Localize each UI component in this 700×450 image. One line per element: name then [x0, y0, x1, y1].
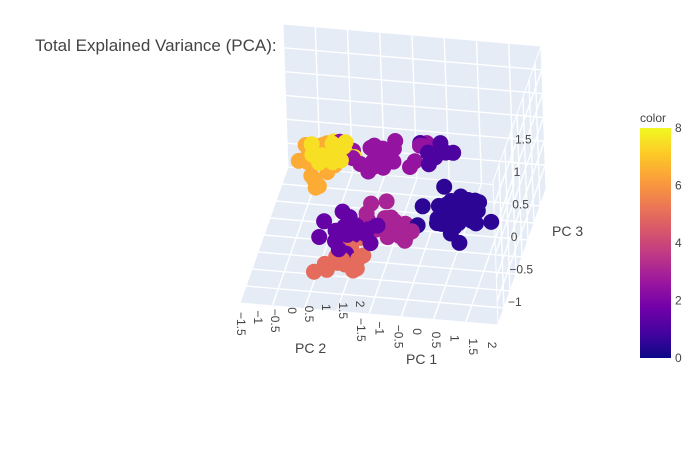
backwall-gridline-z	[286, 118, 545, 143]
scatter-points	[290, 133, 500, 280]
scatter-point	[339, 226, 356, 243]
x-axis-tick-label: 0.5	[429, 332, 443, 349]
floor-gridline-y	[263, 234, 523, 258]
y-axis-tick-label: 1.5	[336, 302, 350, 319]
x-axis-tick-label: 1	[448, 335, 462, 342]
scatter-point	[483, 213, 500, 230]
z-axis-title: PC 3	[552, 223, 583, 239]
x-axis-tick-label: −1.5	[354, 318, 368, 342]
rightwall-gridline-z	[495, 141, 545, 278]
x-axis-ticks: −1.5 −1 −0.5 0 0.5 1 1.5 2	[354, 318, 499, 355]
scatter-point	[358, 205, 375, 222]
scene-3d: −1.5 −1 −0.5 00.5 11.5 2 −1.5 −1 −0.5 0 0.5 1 1.5 2 …	[234, 23, 547, 355]
colorbar: color 0 2 4 6 8	[640, 111, 682, 365]
rightwall-gridline-z	[494, 93, 544, 230]
backwall-gridline-z	[285, 94, 544, 119]
y-axis-tick-label: 0.5	[302, 306, 316, 323]
scatter-point	[446, 219, 463, 235]
scatter-point	[324, 135, 341, 152]
scatter-point	[402, 159, 418, 175]
scatter-point	[369, 217, 386, 234]
y-axis-title: PC 2	[295, 340, 326, 356]
x-axis-title: PC 1	[406, 351, 437, 367]
colorbar-ticks: 0 2 4 6 8	[675, 121, 682, 365]
scatter-point	[374, 140, 391, 157]
scatter-point	[437, 144, 454, 161]
rightwall-gridline-z	[493, 69, 543, 207]
scatter-point	[344, 150, 361, 167]
scatter-point	[378, 193, 395, 210]
rightwall-gridline-z	[494, 117, 545, 254]
y-axis-tick-label: 1	[319, 304, 333, 311]
y-axis-ticks: −1.5 −1 −0.5 0 0.5 1 1.5 2	[234, 301, 367, 336]
colorbar-tick-label: 6	[675, 179, 682, 193]
scatter-point	[314, 147, 331, 164]
scatter-point	[330, 241, 347, 258]
backwall-gridline-z	[284, 70, 543, 95]
z-axis-tick-label: 1	[514, 165, 521, 179]
y-axis-tick-label: −0.5	[268, 309, 282, 333]
scatter-point	[467, 215, 484, 232]
backwall-gridline-z	[283, 47, 542, 71]
x-axis-tick-label: 2	[485, 342, 499, 349]
scatter-point	[311, 229, 328, 245]
scatter-point	[403, 223, 420, 240]
scatter-point	[303, 136, 320, 153]
scatter-point	[385, 140, 402, 157]
z-axis-tick-label: 1.5	[515, 133, 532, 147]
scatter-point	[451, 234, 468, 251]
chart-title: Total Explained Variance (PCA):	[35, 36, 277, 55]
z-axis-tick-label: 0.5	[512, 198, 529, 212]
z-axis-tick-label: −0.5	[509, 263, 533, 277]
scatter-point	[337, 134, 354, 151]
x-axis-tick-label: 0	[410, 328, 424, 335]
scatter-point	[332, 152, 349, 169]
scatter-point	[429, 215, 445, 232]
y-axis-tick-label: 0	[285, 307, 299, 314]
y-axis-tick-label: −1.5	[234, 312, 248, 336]
floor-gridline-x	[465, 186, 515, 323]
colorbar-title: color	[640, 111, 666, 125]
colorbar-tick-label: 4	[675, 236, 682, 250]
scatter-point	[318, 261, 335, 278]
scatter-point	[360, 163, 377, 180]
colorbar-tick-label: 8	[675, 121, 682, 135]
scatter-point	[414, 198, 431, 215]
z-axis-tick-label: −1	[508, 295, 522, 309]
x-axis-tick-label: 1.5	[466, 338, 480, 355]
scatter-point	[362, 235, 379, 252]
scatter-point	[316, 213, 333, 230]
y-axis-tick-label: 2	[353, 301, 367, 308]
x-axis-tick-label: −0.5	[391, 325, 405, 349]
scatter-point	[334, 203, 351, 220]
rightwall-gridline-z	[496, 164, 546, 302]
scatter-point	[310, 178, 327, 195]
scatter-point	[362, 139, 379, 156]
scatter-point	[306, 263, 322, 280]
y-axis-tick-label: −1	[251, 310, 265, 324]
colorbar-tick-label: 0	[675, 351, 682, 365]
gridlines	[245, 26, 546, 323]
colorbar-gradient	[640, 128, 671, 358]
colorbar-tick-label: 2	[675, 294, 682, 308]
scatter-point	[436, 178, 453, 195]
scatter-point	[345, 262, 362, 279]
z-axis-tick-label: 0	[511, 230, 518, 244]
x-axis-tick-label: −1	[373, 321, 387, 335]
z-axis-ticks: −1 −0.5 0 0.5 1 1.5	[508, 133, 533, 310]
